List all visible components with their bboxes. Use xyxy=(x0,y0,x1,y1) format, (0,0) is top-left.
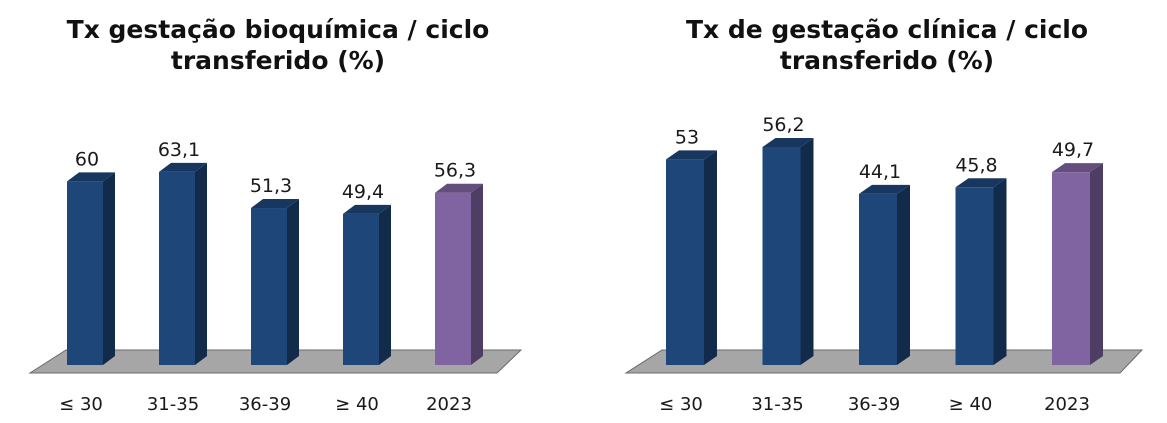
bar-5 xyxy=(435,183,483,365)
bar-front-face xyxy=(435,192,471,365)
category-label: ≤ 30 xyxy=(659,394,703,415)
chart-bioquimica: Tx gestação bioquímica / ciclo transferi… xyxy=(0,0,560,423)
value-label: 44,1 xyxy=(859,161,901,183)
bar-side-face xyxy=(800,137,814,365)
category-label: ≤ 30 xyxy=(59,394,103,415)
bar-front-face xyxy=(343,213,379,365)
value-label: 56,3 xyxy=(434,160,476,182)
category-label: 36-39 xyxy=(239,394,291,415)
bar-front-face xyxy=(859,193,897,365)
bar-front-face xyxy=(159,171,195,365)
bar-top-face xyxy=(762,137,814,147)
bar-side-face xyxy=(103,172,115,365)
bar-front-face xyxy=(666,159,704,365)
bar-2 xyxy=(159,162,207,365)
bar-side-face xyxy=(704,150,717,365)
value-labels-group: 60 63,1 51,3 49,4 56,3 xyxy=(75,139,476,203)
bars-group xyxy=(67,162,483,365)
value-label: 60 xyxy=(75,148,99,170)
bar-front-face xyxy=(955,187,994,365)
bar-2 xyxy=(762,137,814,365)
category-label: 2023 xyxy=(1044,394,1090,415)
category-label: ≥ 40 xyxy=(949,394,993,415)
value-label: 45,8 xyxy=(955,154,997,176)
bar-top-face xyxy=(859,184,910,194)
value-label: 53 xyxy=(675,126,699,148)
bar-side-face xyxy=(195,162,207,365)
value-label: 63,1 xyxy=(158,139,200,161)
value-label: 56,2 xyxy=(762,114,804,136)
bar-1 xyxy=(666,150,717,365)
bar-top-face xyxy=(955,178,1007,188)
bar-top-face xyxy=(251,199,299,209)
value-label: 49,7 xyxy=(1052,139,1094,161)
bar-4 xyxy=(955,178,1007,365)
chart-bioquimica-svg: Tx gestação bioquímica / ciclo transferi… xyxy=(28,15,523,415)
bar-top-face xyxy=(67,172,115,182)
chart-clinica-svg: Tx de gestação clínica / ciclo transferi… xyxy=(624,15,1144,415)
bar-side-face xyxy=(287,199,299,365)
bar-front-face xyxy=(762,146,801,365)
bar-side-face xyxy=(379,204,391,365)
bar-top-face xyxy=(1052,163,1103,173)
category-label: 36-39 xyxy=(848,394,900,415)
category-labels-group: ≤ 30 31-35 36-39 ≥ 40 2023 xyxy=(659,394,1090,415)
bar-3 xyxy=(859,184,910,365)
bar-4 xyxy=(343,204,391,365)
bar-side-face xyxy=(993,178,1007,365)
chart-title-line-2: transferido (%) xyxy=(171,46,385,75)
bar-front-face xyxy=(251,208,287,365)
bar-5 xyxy=(1052,163,1103,365)
bars-group xyxy=(666,137,1103,365)
category-label: 31-35 xyxy=(147,394,199,415)
bar-front-face xyxy=(67,181,103,365)
bar-top-face xyxy=(343,204,391,214)
bar-side-face xyxy=(471,183,483,365)
category-label: ≥ 40 xyxy=(335,394,379,415)
chart-title-line-2: transferido (%) xyxy=(780,46,994,75)
bar-top-face xyxy=(666,150,717,160)
bar-1 xyxy=(67,172,115,365)
bar-3 xyxy=(251,199,299,365)
category-labels-group: ≤ 30 31-35 36-39 ≥ 40 2023 xyxy=(59,394,472,415)
bar-top-face xyxy=(435,183,483,193)
value-label: 49,4 xyxy=(342,181,384,203)
bar-side-face xyxy=(1090,163,1103,365)
bar-top-face xyxy=(159,162,207,172)
bar-side-face xyxy=(897,184,910,365)
chart-title-line-1: Tx gestação bioquímica / ciclo xyxy=(67,15,490,44)
value-label: 51,3 xyxy=(250,175,292,197)
bar-front-face xyxy=(1052,172,1090,365)
value-labels-group: 53 56,2 44,1 45,8 49,7 xyxy=(675,114,1094,183)
chart-clinica: Tx de gestação clínica / ciclo transferi… xyxy=(590,0,1167,423)
chart-title-line-1: Tx de gestação clínica / ciclo xyxy=(686,15,1088,44)
category-label: 31-35 xyxy=(751,394,803,415)
category-label: 2023 xyxy=(426,394,472,415)
